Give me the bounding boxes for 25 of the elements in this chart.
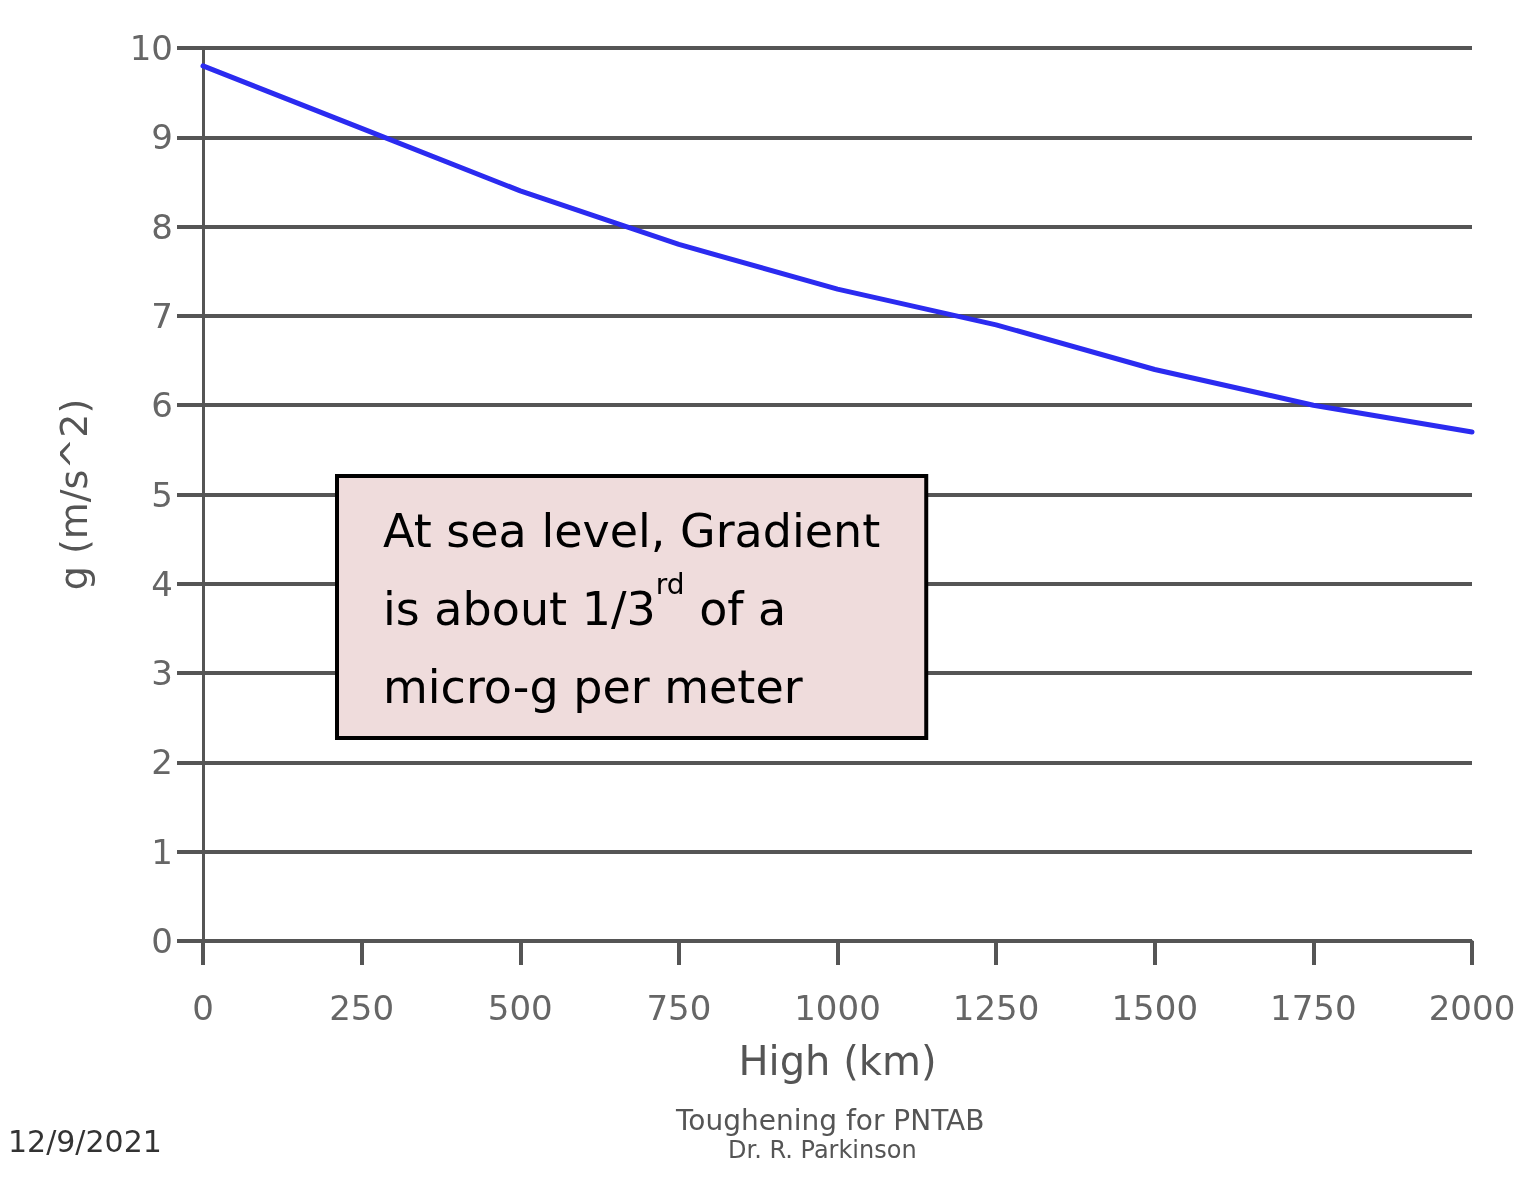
y-axis-title: g (m/s^2): [52, 398, 96, 591]
text: 12/9/2021: [8, 1123, 162, 1159]
x-tick-label: 1250: [952, 988, 1040, 1028]
y-tick-label: 2: [151, 742, 173, 783]
x-tick-label: 1000: [794, 988, 881, 1028]
y-tick-label: 1: [151, 831, 173, 872]
x-tick-label: 1500: [1111, 988, 1199, 1028]
x-tick-label: 500: [487, 988, 553, 1028]
text: Dr. R. Parkinson: [728, 1136, 917, 1164]
y-tick-label: 10: [129, 28, 173, 68]
x-tick-label: 2000: [1428, 988, 1516, 1028]
y-tick-label: 3: [151, 653, 173, 694]
x-tick-label: 0: [192, 988, 214, 1028]
y-tick-label: 4: [151, 563, 173, 604]
x-axis-title: High (km): [738, 1038, 937, 1084]
y-tick-label: 9: [151, 117, 173, 158]
y-tick-label: 5: [151, 474, 173, 515]
x-tick-label: 750: [646, 988, 712, 1028]
y-tick-label: 0: [151, 921, 173, 961]
x-tick-label: 250: [329, 988, 395, 1028]
text: Toughening for PNTAB: [675, 1103, 985, 1137]
y-tick-label: 6: [151, 385, 173, 426]
y-tick-label: 7: [151, 295, 173, 336]
x-tick-label: 1750: [1270, 988, 1357, 1028]
y-tick-label: 8: [151, 206, 173, 247]
